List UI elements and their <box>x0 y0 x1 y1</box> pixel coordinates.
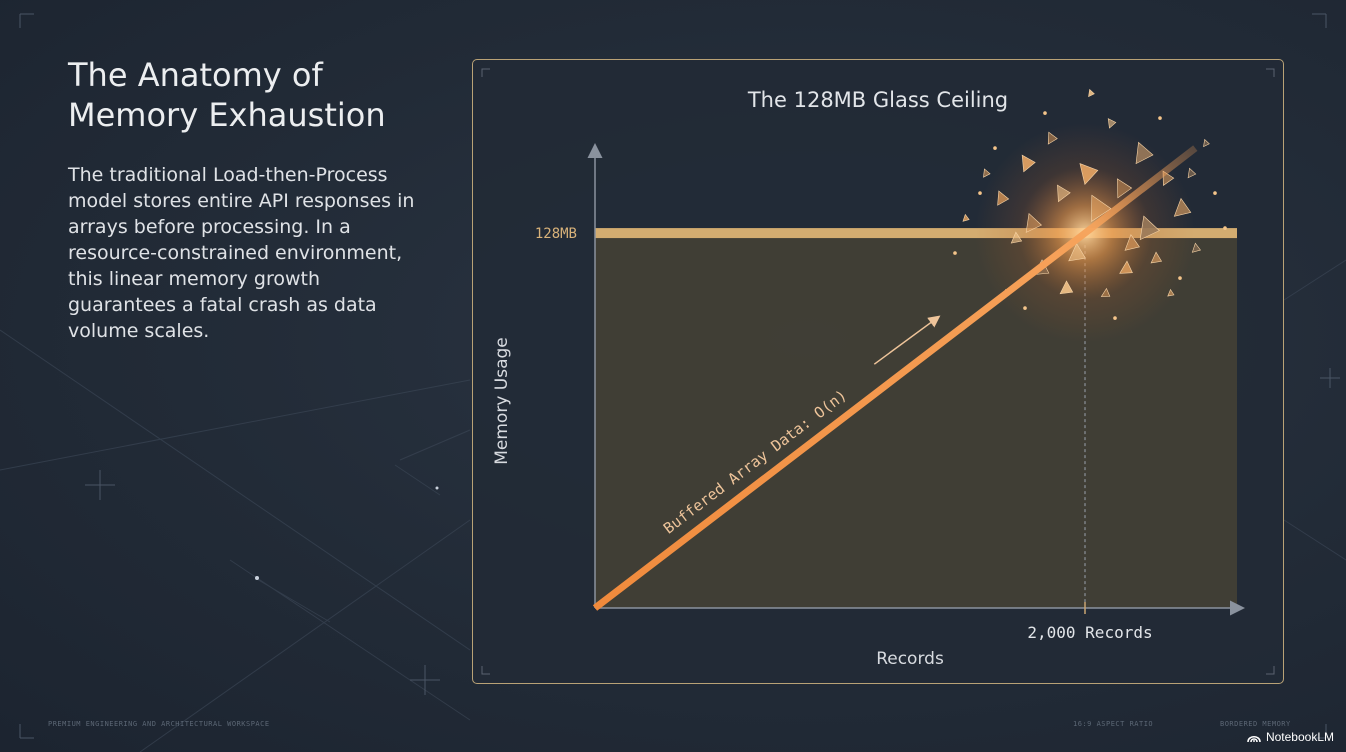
shard <box>1119 260 1133 274</box>
y-axis-label: Memory Usage <box>492 337 512 465</box>
slide-body-text: The traditional Load-then-Process model … <box>68 164 415 342</box>
shard <box>1150 251 1163 264</box>
footer-left-caption: PREMIUM ENGINEERING AND ARCHITECTURAL WO… <box>48 720 270 728</box>
shard <box>1059 280 1074 295</box>
shard <box>1173 197 1192 217</box>
shard <box>1107 118 1117 129</box>
slide-title: The Anatomy of Memory Exhaustion <box>68 55 448 135</box>
shard <box>1091 194 1112 222</box>
shard <box>1088 88 1095 98</box>
spark <box>953 251 957 255</box>
shard <box>1135 141 1154 165</box>
shard <box>1187 167 1197 179</box>
shard <box>1068 242 1086 262</box>
shard <box>962 213 970 222</box>
shard <box>1057 184 1071 203</box>
spark <box>978 191 982 195</box>
spark <box>1223 226 1227 230</box>
shard <box>1100 287 1111 297</box>
shard <box>1191 242 1201 253</box>
shard <box>1124 234 1140 251</box>
series-line-buffered-array <box>592 145 1198 611</box>
ceiling-bar <box>595 228 1237 239</box>
spark <box>1113 316 1117 320</box>
ceiling-label: 128MB <box>535 226 577 242</box>
shard <box>1117 178 1133 199</box>
shard <box>1047 131 1058 145</box>
shard <box>1139 215 1160 241</box>
brand-badge: NotebookLM <box>1247 730 1334 744</box>
spark <box>1178 276 1182 280</box>
spark <box>1043 111 1047 115</box>
title-line-1: The Anatomy of <box>68 56 323 94</box>
shard <box>1079 163 1099 185</box>
chart-title: The 128MB Glass Ceiling <box>747 88 1008 112</box>
shard <box>1025 212 1043 233</box>
spark <box>1023 306 1027 310</box>
shard <box>1021 154 1036 173</box>
spark <box>993 146 997 150</box>
spark <box>1158 116 1162 120</box>
shard <box>997 190 1010 206</box>
series-direction-arrow <box>873 315 941 365</box>
x-axis-label: Records <box>876 649 944 669</box>
notebooklm-logo-icon <box>1247 735 1261 743</box>
footer-mid-caption: 16:9 ASPECT RATIO <box>1073 720 1154 728</box>
chart: The 128MB Glass Ceiling 128MB Memory Usa… <box>481 68 1275 675</box>
shard <box>983 168 991 178</box>
shard <box>1203 138 1210 148</box>
shatter-shards <box>953 88 1227 320</box>
spark <box>1213 191 1217 195</box>
brand-label: NotebookLM <box>1265 730 1334 744</box>
shard <box>1167 288 1175 297</box>
footer-right-caption: BORDERED MEMORY <box>1220 720 1291 728</box>
title-line-2: Memory Exhaustion <box>68 96 386 134</box>
shard <box>1010 231 1023 244</box>
records-marker-label: 2,000 Records <box>1027 623 1152 642</box>
